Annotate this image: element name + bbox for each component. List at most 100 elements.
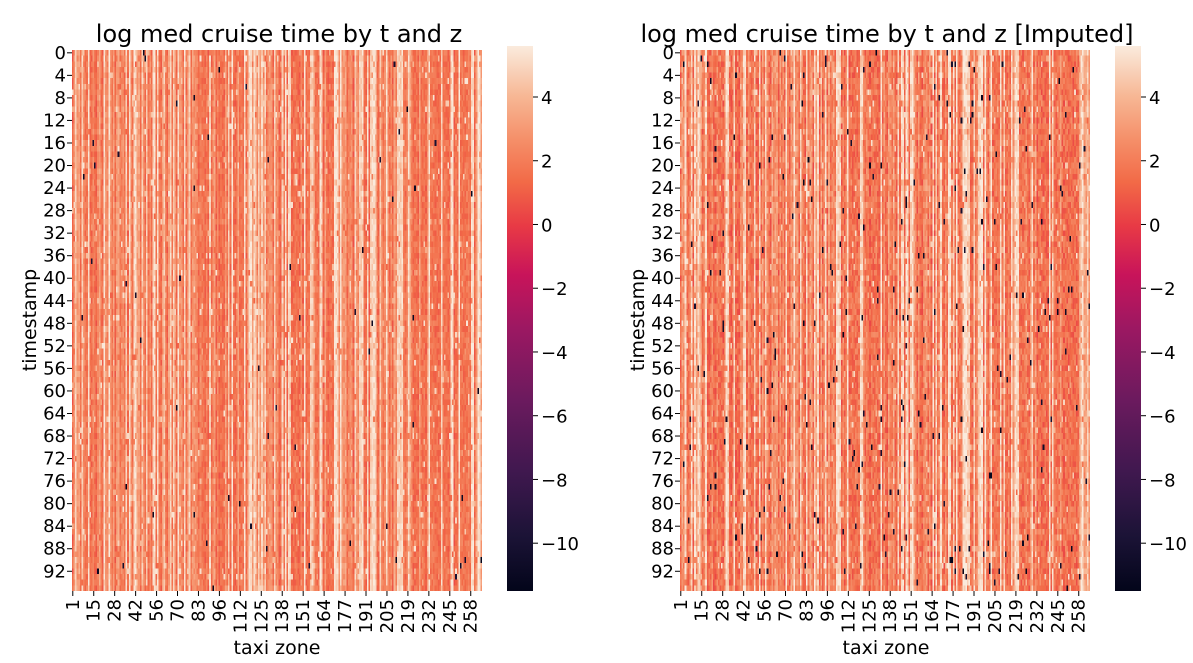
x-tick-label: 96 (817, 599, 838, 622)
y-tick-label: 16 (43, 133, 66, 154)
y-tick-label: 24 (651, 178, 674, 199)
y-tick-label: 4 (663, 65, 674, 86)
x-tick-label: 83 (188, 599, 209, 622)
x-tick-label: 164 (922, 599, 943, 633)
y-tick-label: 72 (651, 449, 674, 470)
y-tick-label: 0 (663, 43, 674, 64)
y-tick-label: 8 (663, 88, 674, 109)
colorbar-tick-label: 4 (1149, 88, 1160, 109)
y-tick-label: 76 (43, 471, 66, 492)
x-axis-label-left: taxi zone (234, 637, 321, 659)
colorbar-tick-label: −4 (1149, 343, 1176, 364)
x-tick-label: 83 (796, 599, 817, 622)
y-tick-label: 12 (43, 110, 66, 131)
x-tick-label: 219 (1006, 599, 1027, 633)
colorbar-tick-label: 2 (541, 152, 552, 173)
y-tick-label: 20 (651, 156, 674, 177)
colorbar-gradient-left (507, 46, 533, 591)
x-tick-label: 70 (168, 599, 189, 622)
x-tick-label: 151 (293, 599, 314, 633)
x-tick-label: 205 (985, 599, 1006, 633)
x-tick-label: 191 (964, 599, 985, 633)
y-tick-label: 64 (43, 403, 66, 424)
y-tick-label: 52 (651, 336, 674, 357)
y-tick-label: 56 (43, 358, 66, 379)
y-tick-label: 92 (43, 561, 66, 582)
y-tick-label: 4 (55, 65, 66, 86)
colorbar-tick-label: 0 (541, 215, 552, 236)
colorbar-tick-label: −6 (541, 407, 568, 428)
y-tick-label: 68 (651, 426, 674, 447)
x-tick-label: 164 (314, 599, 335, 633)
y-tick-label: 28 (43, 201, 66, 222)
colorbar-tick-label: −6 (1149, 407, 1176, 428)
x-tick-label: 28 (105, 599, 126, 622)
x-tick-label: 177 (335, 599, 356, 633)
x-tick-label: 15 (84, 599, 105, 622)
colorbar-left: 4 2 0 −2 −4 −6 −8 −10 (507, 46, 579, 591)
y-tick-label: 56 (651, 358, 674, 379)
heatmap-cells-left (72, 50, 482, 591)
y-axis-label-right: timestamp (627, 269, 649, 372)
colorbar-tick-label: −10 (1149, 534, 1187, 555)
x-tick-label: 42 (126, 599, 147, 622)
y-tick-label: 48 (43, 313, 66, 334)
x-tick-label: 56 (755, 599, 776, 622)
x-tick-label: 70 (776, 599, 797, 622)
y-ticks-right: 0481216202428323640444852566064687276808… (651, 43, 680, 582)
x-ticks-left: 1 15 28 42 56 70 83 96 112 125 138 151 164 177 191 205 2… (63, 591, 482, 633)
x-tick-label: 138 (272, 599, 293, 633)
x-axis-label-right: taxi zone (843, 637, 930, 659)
x-tick-label: 232 (419, 599, 440, 633)
y-ticks-left: 0481216202428323640444852566064687276808… (43, 43, 72, 582)
y-tick-label: 64 (651, 403, 674, 424)
x-tick-label: 42 (734, 599, 755, 622)
x-tick-label: 28 (713, 599, 734, 622)
y-tick-label: 12 (651, 110, 674, 131)
y-tick-label: 88 (43, 539, 66, 560)
y-tick-label: 32 (43, 223, 66, 244)
y-tick-label: 88 (651, 539, 674, 560)
x-tick-label: 125 (859, 599, 880, 633)
x-tick-label: 112 (230, 599, 251, 633)
y-tick-label: 48 (651, 313, 674, 334)
x-tick-label: 191 (356, 599, 377, 633)
y-tick-label: 84 (651, 516, 674, 537)
x-ticks-right: 1 15 28 42 56 70 83 96 112 125 138 151 164 177 191 205 2… (671, 591, 1090, 633)
colorbar-tick-label: −10 (541, 534, 579, 555)
y-tick-label: 8 (55, 88, 66, 109)
y-tick-label: 60 (651, 381, 674, 402)
x-tick-label: 138 (880, 599, 901, 633)
x-tick-label: 177 (943, 599, 964, 633)
y-tick-label: 16 (651, 133, 674, 154)
x-tick-label: 205 (377, 599, 398, 633)
y-tick-label: 44 (43, 291, 66, 312)
y-tick-label: 36 (651, 246, 674, 267)
x-tick-label: 245 (440, 599, 461, 633)
y-tick-label: 80 (651, 494, 674, 515)
y-tick-label: 40 (651, 268, 674, 289)
y-tick-label: 80 (43, 494, 66, 515)
y-tick-label: 44 (651, 291, 674, 312)
colorbar-tick-label: 2 (1149, 152, 1160, 173)
y-tick-label: 84 (43, 516, 66, 537)
y-tick-label: 20 (43, 156, 66, 177)
x-tick-label: 232 (1027, 599, 1048, 633)
y-tick-label: 40 (43, 268, 66, 289)
colorbar-gradient-right (1115, 46, 1141, 591)
colorbar-right: 4 2 0 −2 −4 −6 −8 −10 (1115, 46, 1187, 591)
y-axis-label-left: timestamp (19, 269, 41, 372)
x-tick-label: 1 (63, 599, 84, 610)
colorbar-ticks-right: 4 2 0 −2 −4 −6 −8 −10 (1141, 88, 1187, 555)
heatmap-panel-left: log med cruise time by t and z 048121620… (19, 20, 579, 659)
chart-title-right: log med cruise time by t and z [Imputed] (640, 20, 1133, 48)
y-tick-label: 36 (43, 246, 66, 267)
y-tick-label: 28 (651, 201, 674, 222)
colorbar-tick-label: −2 (1149, 279, 1176, 300)
y-tick-label: 76 (651, 471, 674, 492)
y-tick-label: 92 (651, 561, 674, 582)
y-tick-label: 60 (43, 381, 66, 402)
x-tick-label: 219 (398, 599, 419, 633)
colorbar-tick-label: −8 (1149, 470, 1176, 491)
colorbar-ticks-left: 4 2 0 −2 −4 −6 −8 −10 (533, 88, 579, 555)
